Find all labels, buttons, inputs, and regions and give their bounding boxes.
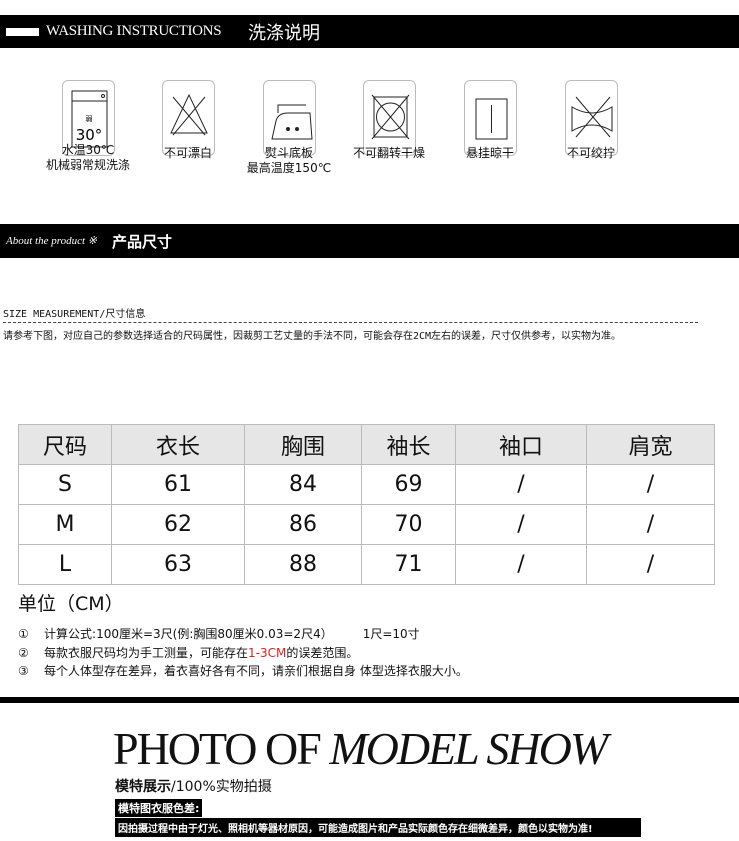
product-header: About the product ※ 产品尺寸 — [0, 224, 739, 258]
washing-title-cn: 洗涤说明 — [248, 23, 320, 44]
measurement-heading: SIZE MEASUREMENT/尺寸信息 — [3, 309, 146, 320]
table-cell: L — [18, 544, 112, 585]
table-cell: / — [586, 504, 715, 545]
model-title: PHOTO OF MODEL SHOW — [113, 723, 608, 774]
table-cell: 88 — [244, 544, 362, 585]
label-iron: 熨斗底板 最高温度150℃ — [246, 146, 332, 175]
header-cell: 衣长 — [111, 424, 245, 465]
header-cell: 袖口 — [455, 424, 587, 465]
table-row: M 62 86 70// — [18, 504, 715, 545]
note-1: ① 计算公式:100厘米=3尺(例:胸围80厘米0.03=2尺4） 1尺=10寸 — [18, 627, 420, 641]
measurement-note: 请参考下图，对应自己的参数选择适合的尺码属性，因裁剪工艺丈量的手法不同，可能会存… — [3, 331, 622, 342]
icon-weak-text: 弱 — [86, 115, 93, 123]
washing-header: WASHING INSTRUCTIONS 洗涤说明 — [0, 15, 739, 48]
header-cell: 肩宽 — [586, 424, 715, 465]
table-header-row: 尺码 衣长 胸围 袖长 袖口 肩宽 — [18, 424, 715, 465]
no-tumble-dry-icon — [363, 80, 416, 156]
note-2: ② 每款衣服尺码均为手工测量，可能存在1-3CM的误差范围。 — [18, 646, 359, 660]
header-cell: 胸围 — [244, 424, 362, 465]
label-no-tumble-dry: 不可翻转干燥 — [352, 146, 425, 160]
table-cell: 62 — [111, 504, 245, 545]
table-cell: 61 — [111, 464, 245, 505]
table-cell: M — [18, 504, 112, 545]
unit-label: 单位（CM） — [18, 593, 124, 615]
table-cell: / — [455, 504, 587, 545]
no-bleach-icon — [162, 80, 215, 156]
product-title-en: About the product ※ — [6, 235, 97, 247]
machine-wash-30-icon: 弱 30° — [62, 80, 115, 156]
label-line-dry: 悬挂晾干 — [465, 146, 514, 160]
table-cell: 63 — [111, 544, 245, 585]
table-row: L 63 88 71// — [18, 544, 715, 585]
model-color-label: 模特图衣服色差: — [115, 799, 203, 817]
table-cell: 70 — [361, 504, 456, 545]
icon-temp-text: 30° — [76, 126, 103, 144]
table-row: S 61 84 69// — [18, 464, 715, 505]
line-dry-icon — [464, 80, 517, 156]
header-cell: 尺码 — [18, 424, 112, 465]
label-no-bleach: 不可漂白 — [163, 146, 212, 160]
table-cell: S — [18, 464, 112, 505]
table-cell: 71 — [361, 544, 456, 585]
table-cell: 84 — [244, 464, 362, 505]
table-cell: / — [586, 464, 715, 505]
table-cell: 86 — [244, 504, 362, 545]
label-no-wring: 不可绞拧 — [566, 146, 615, 160]
model-subtitle: 模特展示/100%实物拍摄 — [115, 779, 272, 795]
no-wring-icon — [565, 80, 618, 156]
header-block — [6, 28, 39, 36]
section-divider — [0, 697, 739, 703]
note-3: ③ 每个人体型存在差异，着衣喜好各有不同，请亲们根据自身 体型选择衣服大小。 — [18, 664, 468, 678]
iron-150-icon — [263, 80, 316, 156]
washing-title-en: WASHING INSTRUCTIONS — [46, 23, 222, 39]
table-cell: / — [455, 544, 587, 585]
header-cell: 袖长 — [361, 424, 456, 465]
product-title-cn: 产品尺寸 — [112, 233, 173, 251]
table-cell: / — [586, 544, 715, 585]
table-cell: / — [455, 464, 587, 505]
dashed-divider — [3, 322, 698, 323]
label-machine-wash: 水温30℃ 机械弱常规洗涤 — [45, 143, 130, 172]
model-disclaimer: 因拍摄过程中由于灯光、照相机等器材原因，可能造成图片和产品实际颜色存在细微差异，… — [115, 818, 641, 837]
table-cell: 69 — [361, 464, 456, 505]
